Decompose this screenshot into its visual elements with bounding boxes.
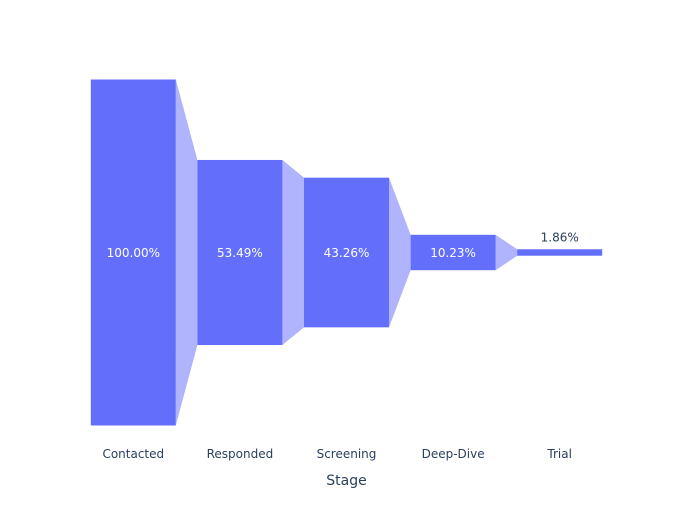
- x-tick-label: Deep-Dive: [422, 447, 485, 461]
- funnel-bar-contacted[interactable]: [90, 79, 176, 426]
- x-tick-label: Contacted: [102, 447, 164, 461]
- x-axis-title: Stage: [326, 473, 366, 489]
- funnel-bar-screening[interactable]: [304, 177, 389, 328]
- funnel-connector: [282, 159, 304, 346]
- funnel-value-label: 43.26%: [324, 246, 370, 260]
- funnel-bar-responded[interactable]: [197, 159, 283, 346]
- funnel-connectors: [175, 79, 518, 426]
- funnel-connector: [495, 234, 518, 271]
- funnel-connector: [175, 79, 198, 426]
- x-tick-label: Responded: [207, 447, 274, 461]
- funnel-bar-deep-dive[interactable]: [410, 234, 496, 271]
- funnel-value-label: 1.86%: [541, 230, 579, 244]
- funnel-value-labels: 100.00% 53.49% 43.26% 10.23% 1.86%: [107, 230, 579, 260]
- x-tick-label: Screening: [317, 447, 377, 461]
- funnel-value-label: 10.23%: [430, 246, 476, 260]
- x-axis-ticks: Contacted Responded Screening Deep-Dive Tria…: [102, 447, 572, 461]
- funnel-connector: [389, 177, 411, 328]
- funnel-bar-trial[interactable]: [517, 249, 603, 256]
- x-tick-label: Trial: [546, 447, 572, 461]
- funnel-value-label: 100.00%: [107, 246, 160, 260]
- funnel-bars: [90, 79, 603, 426]
- funnel-value-label: 53.49%: [217, 246, 263, 260]
